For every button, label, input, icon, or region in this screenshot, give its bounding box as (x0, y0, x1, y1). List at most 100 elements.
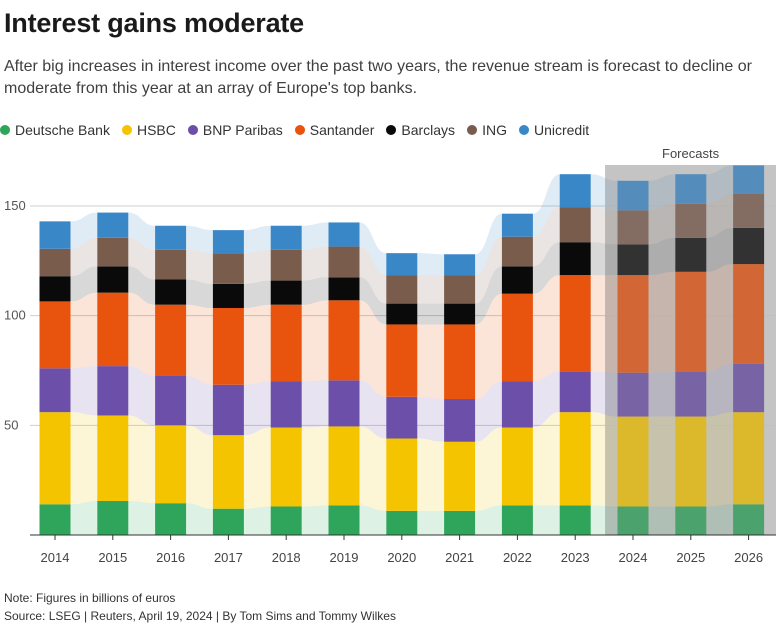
bar-hsbc (270, 427, 302, 507)
y-tick-label: 150 (4, 198, 26, 213)
bar-deutsche-bank (444, 510, 476, 535)
bar-santander (270, 304, 302, 382)
bar-deutsche-bank (733, 504, 765, 535)
bar-ing (617, 210, 649, 245)
bar-bnp-paribas (675, 371, 707, 417)
bar-deutsche-bank (559, 505, 591, 535)
bar-hsbc (97, 415, 129, 502)
legend-swatch (0, 125, 10, 135)
bar-ing (155, 249, 187, 280)
band-hsbc (359, 426, 387, 511)
bar-unicredit (675, 174, 707, 204)
bar-santander (386, 324, 418, 397)
legend-label: ING (482, 122, 507, 138)
band-bnp-paribas (532, 371, 560, 428)
legend-item-bnp-paribas: BNP Paribas (187, 122, 283, 138)
legend-label: Santander (309, 122, 375, 138)
bar-barclays (559, 242, 591, 276)
bar-ing (328, 246, 360, 278)
band-ing (532, 207, 560, 267)
bar-hsbc (328, 426, 360, 506)
band-deutsche-bank (648, 506, 676, 535)
x-tick-label: 2019 (330, 550, 359, 565)
band-bnp-paribas (301, 380, 329, 428)
bar-barclays (501, 266, 533, 294)
legend: Deutsche Bank HSBC BNP Paribas Santander Bar… (0, 122, 589, 138)
band-barclays (475, 266, 502, 325)
band-barclays (128, 266, 156, 305)
bar-barclays (97, 266, 129, 293)
legend-swatch (294, 125, 305, 135)
band-unicredit (590, 174, 618, 211)
legend-label: BNP Paribas (202, 122, 283, 138)
band-barclays (186, 279, 213, 308)
band-unicredit (301, 222, 329, 250)
band-unicredit (648, 174, 676, 211)
legend-swatch (467, 125, 478, 135)
band-bnp-paribas (243, 381, 271, 436)
bar-ing (675, 203, 707, 238)
bar-deutsche-bank (386, 510, 418, 535)
bar-unicredit (559, 174, 591, 208)
bar-bnp-paribas (501, 381, 533, 428)
bar-unicredit (733, 165, 765, 194)
bar-unicredit (617, 180, 649, 211)
band-unicredit (128, 212, 156, 250)
bar-barclays (39, 276, 71, 302)
legend-swatch (187, 125, 198, 135)
bar-unicredit (155, 225, 187, 250)
x-tick-label: 2015 (98, 550, 127, 565)
bar-bnp-paribas (270, 381, 302, 428)
band-hsbc (590, 412, 618, 507)
band-santander (706, 264, 734, 372)
band-santander (532, 275, 560, 382)
bar-bnp-paribas (97, 366, 129, 416)
band-ing (128, 237, 156, 280)
bar-deutsche-bank (212, 508, 244, 535)
bar-santander (559, 275, 591, 372)
band-deutsche-bank (301, 505, 329, 535)
bar-barclays (444, 303, 476, 325)
bar-deutsche-bank (39, 504, 71, 535)
bar-ing (212, 253, 244, 284)
bar-ing (97, 237, 129, 267)
bar-unicredit (328, 222, 360, 247)
bar-hsbc (733, 412, 765, 505)
band-barclays (301, 277, 329, 305)
forecast-label: Forecasts (662, 146, 720, 161)
band-santander (243, 304, 271, 385)
bar-deutsche-bank (675, 506, 707, 535)
x-tick-label: 2024 (619, 550, 648, 565)
chart-title: Interest gains moderate (4, 8, 304, 38)
bar-santander (155, 304, 187, 376)
band-hsbc (648, 416, 676, 507)
bar-barclays (617, 244, 649, 276)
band-bnp-paribas (70, 366, 98, 416)
bar-bnp-paribas (328, 380, 360, 427)
legend-label: HSBC (136, 122, 176, 138)
bar-unicredit (444, 254, 476, 276)
bar-hsbc (444, 441, 476, 511)
band-ing (648, 203, 676, 245)
bar-santander (444, 324, 476, 400)
bar-deutsche-bank (328, 505, 360, 535)
legend-item-barclays: Barclays (386, 122, 455, 138)
bar-hsbc (617, 416, 649, 507)
chart-subtitle: After big increases in interest income o… (4, 58, 752, 97)
band-santander (648, 271, 676, 373)
bar-ing (733, 193, 765, 228)
band-barclays (243, 280, 271, 308)
bar-deutsche-bank (155, 503, 187, 535)
band-ing (301, 246, 329, 281)
band-hsbc (186, 425, 213, 509)
band-hsbc (128, 415, 156, 504)
x-tick-label: 2018 (272, 550, 301, 565)
legend-item-hsbc: HSBC (121, 122, 176, 138)
bar-ing (444, 275, 476, 304)
legend-item-deutsche-bank: Deutsche Bank (0, 122, 110, 138)
x-tick-label: 2021 (445, 550, 474, 565)
bar-bnp-paribas (733, 363, 765, 413)
legend-label: Deutsche Bank (15, 122, 110, 138)
band-santander (475, 293, 502, 400)
x-tick-label: 2026 (734, 550, 763, 565)
